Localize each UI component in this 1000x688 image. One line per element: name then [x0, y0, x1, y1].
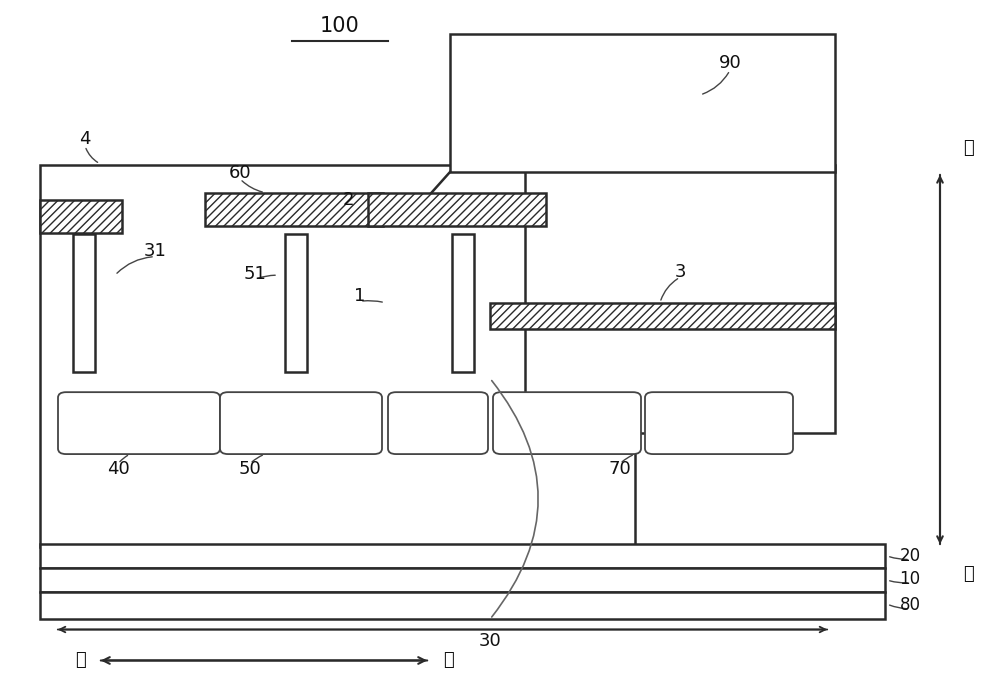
Bar — [205, 193, 383, 226]
Text: 3: 3 — [674, 263, 686, 281]
Text: 100: 100 — [320, 16, 360, 36]
Text: 60: 60 — [229, 164, 251, 182]
FancyBboxPatch shape — [388, 392, 488, 454]
Bar — [40, 200, 122, 233]
Text: 4: 4 — [79, 130, 91, 148]
Text: 90: 90 — [719, 54, 741, 72]
Text: 左: 左 — [75, 652, 85, 669]
Bar — [40, 592, 885, 619]
Bar — [40, 568, 885, 592]
FancyBboxPatch shape — [58, 392, 220, 454]
Bar — [368, 193, 546, 226]
FancyBboxPatch shape — [645, 392, 793, 454]
Bar — [40, 165, 635, 547]
Text: 1: 1 — [354, 287, 366, 305]
Bar — [452, 234, 474, 372]
FancyBboxPatch shape — [220, 392, 382, 454]
Bar — [48, 234, 116, 392]
Text: 下: 下 — [963, 566, 973, 583]
Bar — [450, 34, 835, 172]
Text: 上: 上 — [963, 139, 973, 157]
Bar — [40, 544, 885, 568]
Text: 50: 50 — [239, 460, 261, 478]
Bar — [375, 227, 545, 391]
Text: 70: 70 — [609, 460, 631, 478]
Text: 51: 51 — [244, 265, 266, 283]
Text: 右: 右 — [443, 652, 453, 669]
Bar — [73, 234, 95, 372]
Bar — [210, 227, 380, 391]
Text: 20: 20 — [899, 547, 921, 565]
Text: 10: 10 — [899, 570, 921, 588]
Bar — [490, 303, 835, 329]
Text: 31: 31 — [144, 242, 166, 260]
Text: 80: 80 — [900, 596, 920, 614]
Bar — [525, 165, 835, 433]
Text: 2: 2 — [342, 191, 354, 208]
Bar — [285, 234, 307, 372]
FancyBboxPatch shape — [493, 392, 641, 454]
Text: 30: 30 — [479, 632, 501, 650]
Text: 40: 40 — [107, 460, 129, 478]
Bar — [390, 233, 455, 305]
